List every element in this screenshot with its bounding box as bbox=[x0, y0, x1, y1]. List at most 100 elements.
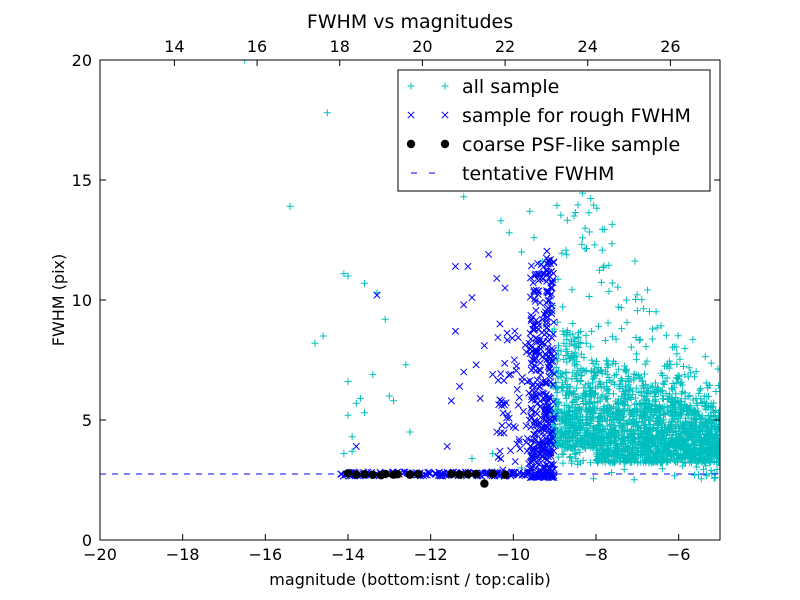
all-sample-point bbox=[684, 373, 692, 381]
all-sample-point bbox=[603, 363, 611, 371]
all-sample-point bbox=[680, 421, 688, 429]
rough-sample-point bbox=[489, 370, 497, 378]
rough-sample-point bbox=[526, 274, 535, 282]
all-sample-point bbox=[634, 371, 642, 379]
all-sample-point bbox=[578, 240, 586, 248]
psf-sample-point bbox=[360, 470, 369, 479]
rough-sample-point bbox=[514, 334, 522, 342]
all-sample-point bbox=[608, 220, 616, 228]
rough-sample-point bbox=[499, 409, 507, 417]
all-sample-point bbox=[558, 450, 566, 458]
rough-sample-point bbox=[543, 317, 551, 325]
all-sample-point bbox=[560, 414, 568, 422]
all-sample-point bbox=[604, 386, 612, 394]
all-sample-point bbox=[565, 437, 573, 445]
all-sample-point bbox=[608, 452, 616, 460]
all-sample-point bbox=[564, 327, 572, 335]
all-sample-point bbox=[572, 404, 580, 412]
all-sample-point bbox=[709, 403, 717, 411]
rough-sample-point bbox=[546, 255, 555, 264]
all-sample-point bbox=[609, 410, 617, 418]
all-sample-point bbox=[677, 401, 685, 409]
all-sample-point bbox=[592, 357, 600, 365]
all-sample-point bbox=[587, 368, 595, 376]
all-sample-point bbox=[625, 406, 633, 414]
rough-sample-point bbox=[546, 430, 554, 438]
rough-sample-point bbox=[545, 416, 553, 424]
all-sample-point bbox=[559, 382, 567, 390]
all-sample-point bbox=[678, 454, 686, 462]
top-tick-label: 26 bbox=[660, 37, 680, 56]
all-sample-point bbox=[693, 399, 701, 407]
all-sample-point bbox=[632, 418, 640, 426]
psf-sample-point bbox=[381, 469, 390, 479]
all-sample-point bbox=[624, 395, 632, 403]
all-sample-point bbox=[590, 423, 598, 431]
rough-sample-point bbox=[548, 307, 556, 315]
all-sample-point bbox=[620, 465, 628, 473]
all-sample-point bbox=[311, 339, 319, 347]
all-sample-point bbox=[571, 360, 579, 368]
rough-sample-point bbox=[496, 320, 504, 328]
rough-sample-point bbox=[536, 450, 544, 458]
all-sample-point bbox=[658, 434, 666, 442]
all-sample-point bbox=[585, 439, 593, 447]
all-sample-point bbox=[682, 440, 690, 448]
all-sample-point bbox=[654, 444, 662, 452]
all-sample-point bbox=[648, 335, 656, 343]
psf-sample-point bbox=[500, 470, 510, 479]
psf-sample-point bbox=[488, 469, 497, 478]
all-sample-point bbox=[607, 444, 615, 452]
all-sample-point bbox=[570, 335, 578, 343]
all-sample-point bbox=[715, 412, 720, 420]
rough-sample-point bbox=[484, 250, 493, 258]
rough-sample-point bbox=[541, 308, 549, 316]
rough-sample-point bbox=[534, 276, 543, 284]
rough-sample-point bbox=[515, 393, 523, 402]
psf-sample-point bbox=[480, 479, 489, 488]
rough-sample-point bbox=[496, 447, 504, 455]
all-sample-point bbox=[672, 438, 680, 446]
all-sample-point bbox=[597, 441, 605, 449]
all-sample-point bbox=[559, 384, 567, 392]
rough-sample-point bbox=[545, 372, 553, 380]
all-sample-point bbox=[594, 436, 602, 444]
all-sample-point bbox=[573, 384, 581, 392]
all-sample-point bbox=[555, 342, 563, 350]
all-sample-point bbox=[633, 422, 641, 430]
legend-marker-rough-sample bbox=[407, 111, 415, 119]
all-sample-point bbox=[595, 266, 603, 274]
rough-sample-point bbox=[505, 421, 513, 429]
all-sample-point bbox=[696, 385, 704, 393]
rough-sample-point bbox=[547, 358, 555, 366]
all-sample-point bbox=[591, 241, 599, 249]
all-sample-point bbox=[598, 246, 606, 254]
all-sample-point bbox=[660, 403, 668, 411]
all-sample-point bbox=[356, 394, 364, 402]
rough-sample-point bbox=[494, 333, 502, 342]
all-sample-point bbox=[369, 370, 377, 378]
all-sample-point bbox=[348, 447, 356, 455]
rough-sample-point bbox=[500, 429, 508, 437]
all-sample-point bbox=[647, 412, 655, 420]
all-sample-point bbox=[681, 414, 689, 422]
all-sample-point bbox=[361, 409, 369, 417]
all-sample-point bbox=[631, 401, 639, 409]
all-sample-point bbox=[575, 343, 583, 351]
legend-marker-all-sample bbox=[441, 82, 449, 90]
rough-sample-point bbox=[519, 407, 528, 415]
all-sample-point bbox=[559, 303, 567, 311]
all-sample-point bbox=[561, 441, 569, 449]
all-sample-point bbox=[609, 360, 617, 368]
rough-sample-point bbox=[529, 382, 537, 390]
rough-sample-point bbox=[518, 471, 526, 479]
all-sample-point bbox=[632, 295, 640, 303]
all-sample-point bbox=[714, 423, 720, 431]
all-sample-point bbox=[641, 370, 649, 378]
legend-label: all sample bbox=[462, 76, 559, 98]
all-sample-point bbox=[640, 456, 648, 464]
all-sample-point bbox=[594, 322, 602, 330]
all-sample-point bbox=[637, 407, 645, 415]
all-sample-point bbox=[652, 451, 660, 459]
all-sample-point bbox=[344, 272, 352, 280]
